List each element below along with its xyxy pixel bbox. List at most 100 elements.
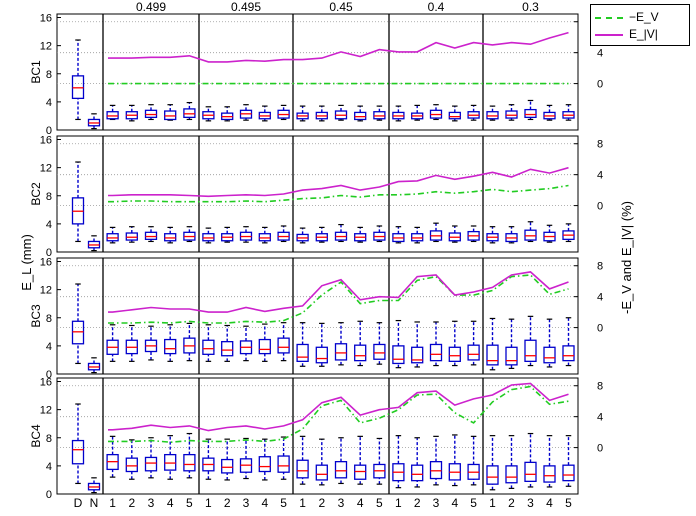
x-tick-label: 3 bbox=[243, 496, 250, 510]
box-iqr bbox=[106, 233, 119, 242]
x-tick-label: 4 bbox=[261, 496, 268, 510]
box bbox=[392, 319, 405, 369]
y-tick-label: 16 bbox=[40, 135, 52, 147]
box bbox=[71, 403, 85, 485]
box bbox=[505, 104, 518, 121]
box-iqr bbox=[258, 456, 271, 473]
y2-tick-label: 4 bbox=[597, 292, 603, 304]
x-tick-label: 4 bbox=[167, 496, 174, 510]
x-tick-label: 1 bbox=[205, 496, 212, 510]
y-tick-label: 8 bbox=[46, 313, 52, 325]
y-tick-label: 12 bbox=[40, 405, 52, 417]
box bbox=[144, 226, 158, 243]
y-tick-label: 12 bbox=[40, 41, 52, 53]
box bbox=[183, 101, 196, 121]
box bbox=[486, 317, 499, 371]
box bbox=[183, 322, 196, 362]
box bbox=[448, 320, 461, 367]
box-iqr bbox=[562, 345, 575, 362]
box-iqr bbox=[486, 344, 499, 366]
series-e-absv-line bbox=[108, 382, 569, 432]
box bbox=[202, 438, 215, 480]
box bbox=[429, 435, 443, 486]
box bbox=[315, 105, 328, 122]
box bbox=[448, 225, 461, 243]
box bbox=[467, 435, 480, 486]
box bbox=[411, 437, 424, 488]
box-iqr bbox=[202, 339, 215, 355]
box-iqr bbox=[524, 339, 537, 362]
box bbox=[392, 435, 405, 489]
box bbox=[183, 226, 196, 243]
x-tick-label: 1 bbox=[109, 496, 116, 510]
box bbox=[71, 283, 85, 365]
box bbox=[221, 324, 234, 362]
box-iqr bbox=[411, 233, 424, 242]
y-tick-label: 4 bbox=[46, 461, 52, 473]
box-iqr bbox=[221, 458, 234, 474]
box-iqr bbox=[183, 453, 196, 472]
box bbox=[505, 435, 518, 489]
box bbox=[543, 318, 556, 368]
box bbox=[543, 104, 556, 121]
box bbox=[125, 104, 138, 122]
box-iqr bbox=[71, 320, 85, 345]
x-tick-label: 1 bbox=[489, 496, 496, 510]
box bbox=[429, 104, 443, 121]
y2-tick-label: 8 bbox=[597, 139, 603, 151]
box bbox=[524, 432, 537, 488]
legend-swatch-e-absv bbox=[595, 34, 623, 36]
series-neg-ev-line bbox=[108, 385, 569, 444]
box bbox=[144, 104, 158, 121]
box-iqr bbox=[144, 456, 158, 472]
box bbox=[448, 434, 461, 487]
box-iqr bbox=[486, 111, 499, 120]
box-iqr bbox=[543, 465, 556, 483]
panel-label: BC3 bbox=[29, 304, 43, 328]
box bbox=[315, 226, 328, 243]
box bbox=[334, 322, 348, 366]
y-tick-label: 8 bbox=[46, 191, 52, 203]
y2-axis-label: -E_V and E_|V| (%) bbox=[618, 201, 634, 314]
box bbox=[486, 105, 499, 121]
box-iqr bbox=[258, 233, 271, 242]
box-iqr bbox=[505, 110, 518, 119]
box bbox=[354, 226, 367, 243]
panel-bc2: 0 4 8 0 4 8 12 16 BC2 bbox=[29, 135, 603, 259]
box bbox=[277, 436, 290, 480]
box bbox=[392, 105, 405, 122]
box-iqr bbox=[125, 232, 138, 241]
x-tick-label: 2 bbox=[128, 496, 135, 510]
y2-tick-label: 0 bbox=[597, 201, 603, 213]
box bbox=[202, 227, 215, 244]
box-iqr bbox=[277, 337, 290, 354]
y-tick-label: 0 bbox=[46, 125, 52, 137]
box bbox=[202, 324, 215, 362]
box-iqr bbox=[183, 108, 196, 118]
box bbox=[429, 321, 443, 367]
box bbox=[277, 322, 290, 362]
box bbox=[277, 104, 290, 121]
box bbox=[296, 322, 309, 367]
x-tick-label: 3 bbox=[527, 496, 534, 510]
box bbox=[315, 322, 328, 367]
box-iqr bbox=[315, 464, 328, 481]
legend: −E_V E_|V| bbox=[590, 4, 690, 46]
y-tick-label: 0 bbox=[46, 369, 52, 381]
box bbox=[373, 437, 386, 485]
box bbox=[106, 104, 119, 121]
box bbox=[221, 438, 234, 481]
box bbox=[392, 226, 405, 244]
y2-tick-label: 4 bbox=[597, 412, 603, 424]
box bbox=[258, 105, 271, 122]
series-neg-ev-line bbox=[108, 184, 569, 203]
box-iqr bbox=[392, 345, 405, 365]
box bbox=[354, 105, 367, 122]
y-tick-label: 16 bbox=[40, 377, 52, 389]
panel-label: BC4 bbox=[29, 424, 43, 448]
box bbox=[334, 223, 348, 243]
group-title: 0.4 bbox=[428, 0, 445, 14]
series-e-absv-line bbox=[108, 166, 569, 198]
box bbox=[411, 321, 424, 368]
